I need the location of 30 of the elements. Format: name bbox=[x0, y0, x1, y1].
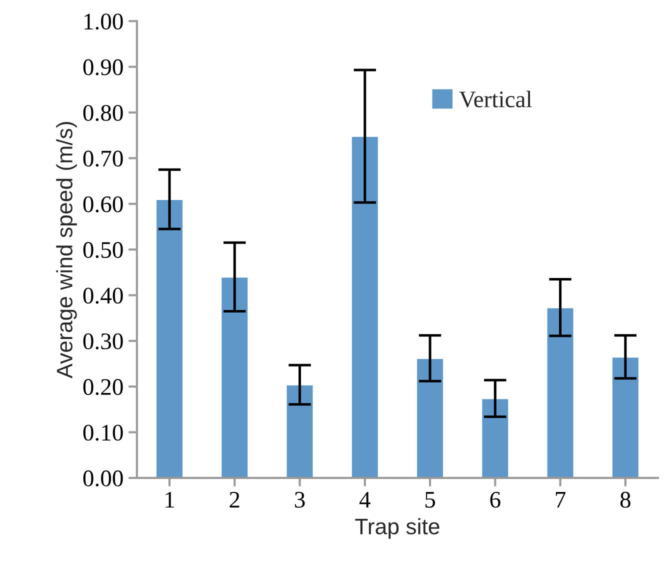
bar bbox=[285, 384, 314, 478]
y-axis-title: Average wind speed (m/s) bbox=[56, 122, 77, 378]
y-tick-label: 1.00 bbox=[84, 14, 123, 30]
bar bbox=[220, 276, 250, 478]
y-tick-label: 0.90 bbox=[83, 59, 123, 76]
bar bbox=[350, 136, 380, 478]
y-tick-label: 0.60 bbox=[83, 196, 123, 212]
y-tick-label: 0.30 bbox=[83, 333, 123, 350]
x-tick-label: 7 bbox=[556, 492, 566, 508]
y-tick-label: 0.80 bbox=[83, 104, 123, 122]
y-tick-label: 0.10 bbox=[83, 424, 123, 441]
y-tick-label: 0.70 bbox=[83, 150, 123, 167]
x-tick-label: 8 bbox=[620, 492, 630, 508]
bar bbox=[155, 198, 184, 478]
x-tick-label: 1 bbox=[166, 492, 174, 508]
y-tick-label: 0.40 bbox=[83, 288, 123, 304]
y-tick-label: 0.00 bbox=[83, 470, 123, 486]
x-tick-label: 3 bbox=[294, 492, 305, 508]
bar bbox=[611, 356, 640, 478]
y-tick-label: 0.50 bbox=[83, 242, 123, 258]
x-tick-label: 6 bbox=[490, 492, 500, 508]
x-tick-label: 2 bbox=[230, 492, 240, 508]
x-tick-label: 5 bbox=[425, 492, 436, 508]
bar bbox=[480, 398, 510, 478]
x-axis-title: Trap site bbox=[355, 518, 440, 539]
bar bbox=[416, 358, 444, 478]
bar bbox=[546, 306, 575, 478]
legend-label: Vertical bbox=[459, 90, 532, 108]
x-tick-label: 4 bbox=[359, 492, 370, 508]
y-tick-label: 0.20 bbox=[83, 379, 123, 396]
